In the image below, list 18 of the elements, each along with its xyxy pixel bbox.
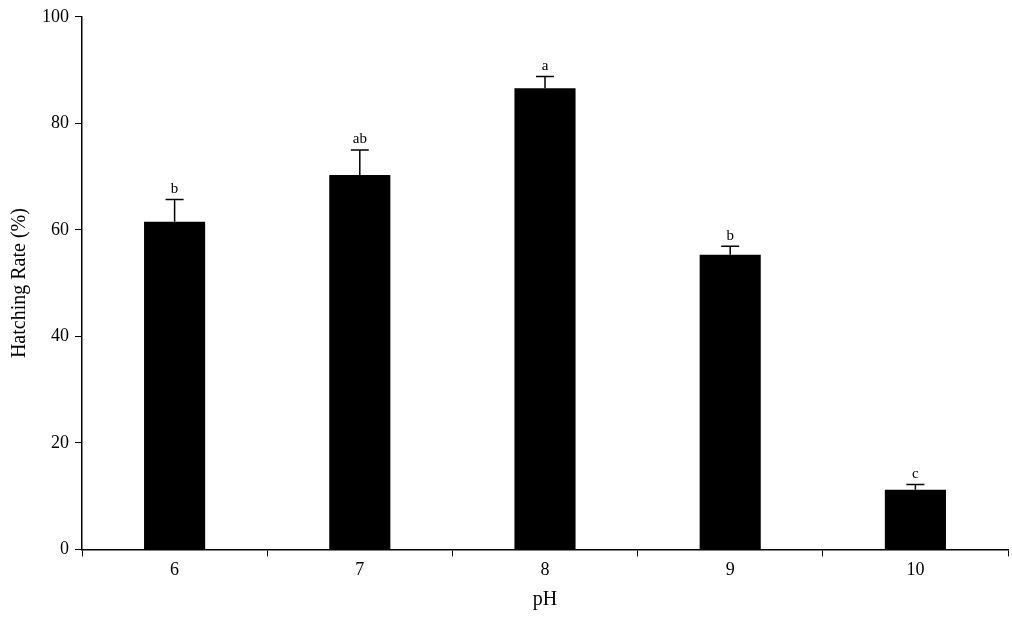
annotation: a: [541, 56, 549, 73]
annotation: b: [726, 226, 734, 243]
y-tick-label: 80: [51, 112, 69, 133]
y-tick-label: 20: [51, 431, 69, 452]
annotation: ab: [352, 130, 367, 147]
x-axis-title: pH: [532, 587, 558, 611]
y-tick-label: 100: [42, 5, 69, 26]
y-tick-label: 60: [51, 218, 69, 239]
annotation: b: [170, 179, 179, 196]
y-tick-label: 0: [60, 538, 69, 559]
annotation: c: [912, 464, 920, 481]
y-axis-title: Hatching Rate (%): [7, 208, 31, 359]
x-tick-label: 7: [355, 558, 365, 579]
x-tick-label: 10: [906, 558, 925, 579]
x-tick-label: 9: [725, 558, 735, 579]
x-tick-label: 6: [170, 558, 180, 579]
x-tick-label: 8: [540, 558, 550, 579]
y-tick-label: 40: [51, 325, 69, 346]
